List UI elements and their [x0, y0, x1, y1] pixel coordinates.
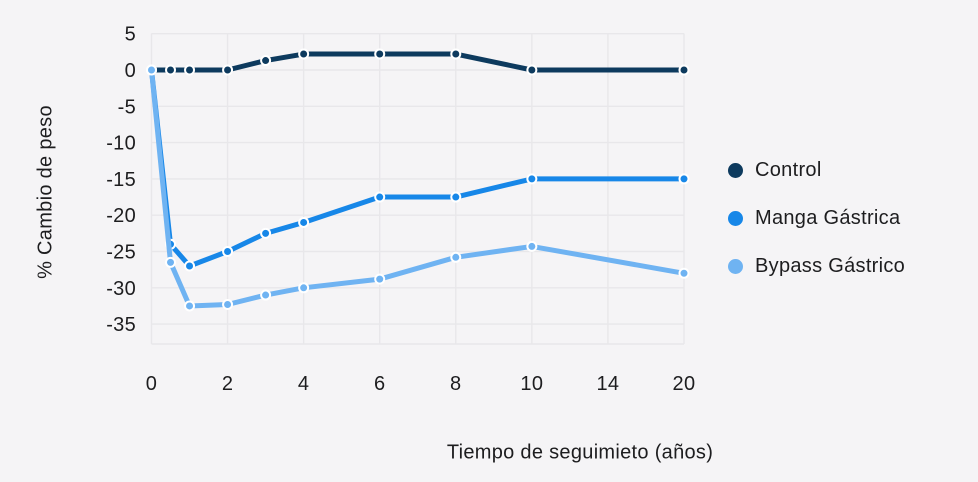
x-tick-label: 14: [596, 373, 619, 395]
data-point: [374, 48, 386, 60]
data-point: [678, 267, 690, 279]
data-point: [222, 246, 234, 257]
series-line-bypass-g-strico: [149, 67, 687, 309]
y-tick-label: -10: [106, 133, 136, 155]
legend-label-control: Control: [755, 159, 822, 181]
x-tick-label: 10: [520, 373, 543, 395]
y-tick-label: -30: [106, 278, 136, 300]
data-point: [298, 216, 310, 228]
x-tick-label: 4: [298, 373, 309, 395]
data-point: [298, 282, 310, 294]
data-point: [678, 173, 690, 185]
legend-swatch-manga-gastrica-icon: [728, 211, 743, 226]
data-point: [260, 227, 272, 239]
data-point: [184, 64, 196, 76]
x-tick-label: 20: [673, 373, 696, 395]
legend-swatch-control-icon: [728, 163, 743, 178]
data-point: [450, 48, 462, 60]
legend-item-bypass-gastrico: Bypass Gástrico: [728, 256, 905, 277]
data-point: [526, 240, 538, 252]
data-point: [260, 55, 272, 67]
data-point: [165, 64, 177, 76]
data-point: [450, 191, 462, 203]
y-tick-label: -5: [118, 96, 136, 118]
y-tick-label: -25: [106, 242, 136, 264]
data-point: [526, 64, 538, 76]
y-tick-label: -20: [106, 205, 136, 227]
data-point: [298, 48, 310, 60]
y-tick-label: -15: [106, 169, 136, 191]
data-point: [450, 251, 462, 263]
series-line-manga-g-strica: [149, 67, 687, 269]
y-tick-label: -35: [106, 314, 136, 336]
legend-label-bypass-gastrico: Bypass Gástrico: [755, 255, 906, 277]
data-point: [678, 64, 690, 76]
data-point: [165, 256, 177, 268]
legend: Control Manga Gástrica Bypass Gástrico: [728, 160, 905, 277]
data-point: [146, 64, 157, 76]
data-point: [374, 191, 386, 203]
x-axis-title: Tiempo de seguimieto (años): [446, 441, 714, 464]
data-point: [184, 260, 196, 272]
data-point: [374, 273, 386, 285]
legend-label-manga-gastrica: Manga Gástrica: [755, 207, 901, 229]
x-tick-label: 0: [146, 373, 157, 395]
x-tick-label: 8: [450, 373, 461, 395]
x-tick-label: 2: [222, 373, 233, 395]
data-point: [222, 298, 234, 310]
x-tick-label: 6: [374, 373, 385, 395]
legend-item-manga-gastrica: Manga Gástrica: [728, 208, 905, 229]
series-line-control: [149, 51, 687, 73]
data-point: [222, 64, 234, 76]
y-axis-title: % Cambio de peso: [34, 105, 57, 279]
legend-swatch-bypass-gastrico-icon: [728, 259, 743, 274]
data-point: [260, 289, 272, 301]
legend-item-control: Control: [728, 160, 905, 181]
y-tick-label: 0: [125, 60, 136, 82]
data-point: [184, 300, 196, 312]
y-tick-label: 5: [125, 24, 136, 46]
data-point: [526, 173, 538, 185]
